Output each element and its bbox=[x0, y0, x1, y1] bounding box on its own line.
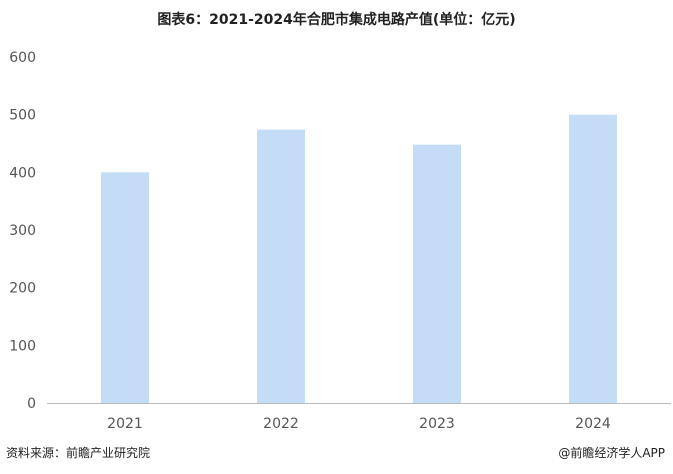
bar-2021 bbox=[101, 172, 149, 403]
x-tick-label: 2021 bbox=[107, 416, 143, 432]
y-tick-label: 200 bbox=[9, 281, 36, 297]
x-tick-label: 2023 bbox=[419, 416, 455, 432]
bar-2023 bbox=[413, 144, 461, 404]
y-tick-label: 400 bbox=[9, 165, 36, 181]
source-note: 资料来源：前瞻产业研究院 bbox=[6, 446, 151, 460]
y-tick-label: 100 bbox=[9, 338, 36, 354]
x-tick-label: 2024 bbox=[575, 416, 611, 432]
x-tick-label: 2022 bbox=[263, 416, 299, 432]
y-tick-label: 500 bbox=[9, 108, 36, 124]
bar-2022 bbox=[257, 129, 305, 403]
bar-2024 bbox=[569, 114, 617, 404]
y-tick-label: 600 bbox=[9, 50, 36, 66]
chart-title: 图表6：2021-2024年合肥市集成电路产值(单位：亿元) bbox=[157, 12, 516, 28]
y-tick-label: 300 bbox=[9, 223, 36, 239]
y-tick-label: 0 bbox=[27, 396, 36, 412]
brand-credit: @前瞻经济学人APP bbox=[558, 446, 665, 460]
